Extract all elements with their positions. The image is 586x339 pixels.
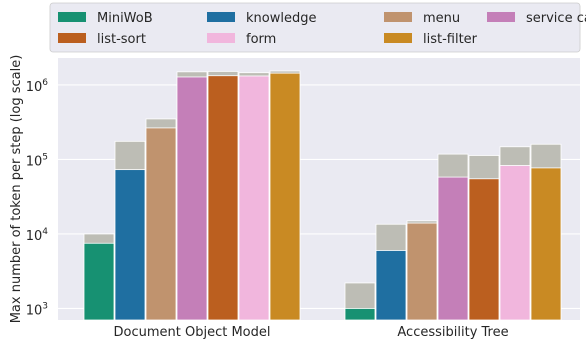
legend-label: MiniWoB (97, 11, 153, 26)
bar-list-filter-1 (530, 167, 562, 321)
legend-label: form (246, 32, 276, 47)
bar-MiniWoB-0 (83, 242, 115, 321)
x-axis-ticks: Document Object Model Accessibility Tree (114, 325, 509, 339)
bars (83, 70, 562, 321)
legend-swatch-form (207, 33, 235, 43)
bar-service-catalog-0 (176, 76, 208, 321)
legend-label: list-sort (97, 32, 146, 47)
bar-knowledge-0 (114, 169, 146, 321)
bar-service-catalog-1 (437, 176, 469, 321)
bar-list-sort-1 (468, 178, 500, 321)
bar-list-sort-0 (207, 75, 239, 321)
legend-swatch-MiniWoB (58, 12, 86, 22)
bar-form-0 (238, 75, 270, 321)
y-axis-label: Max number of token per step (log scale) (9, 55, 24, 324)
bar-MiniWoB-1 (344, 308, 376, 321)
y-tick-label: 103 (26, 301, 48, 318)
legend-swatch-list-sort (58, 33, 86, 43)
y-tick-exponent: 4 (42, 227, 48, 237)
legend-label: list-filter (423, 32, 478, 47)
bar-menu-0 (145, 127, 177, 321)
bar-form-1 (499, 165, 531, 321)
legend-label: menu (423, 11, 460, 26)
y-tick-label: 106 (26, 78, 49, 95)
bar-list-filter-0 (269, 72, 301, 321)
legend-box (49, 2, 581, 53)
legend-label: knowledge (246, 11, 316, 26)
legend-swatch-service-catalog (487, 12, 515, 22)
bar-menu-1 (406, 222, 438, 321)
x-tick-label: Accessibility Tree (397, 325, 508, 339)
y-tick-exponent: 5 (42, 152, 48, 162)
legend-swatch-list-filter (384, 33, 412, 43)
legend-swatch-knowledge (207, 12, 235, 22)
y-tick-label: 105 (26, 152, 48, 169)
y-tick-base: 10 (26, 80, 43, 95)
y-tick-base: 10 (26, 229, 43, 244)
y-tick-exponent: 6 (42, 78, 48, 88)
y-tick-exponent: 3 (42, 301, 48, 311)
y-tick-label: 104 (26, 227, 49, 244)
legend-swatch-menu (384, 12, 412, 22)
bar-knowledge-1 (375, 250, 407, 321)
legend-label: service catalog (526, 11, 586, 26)
legend: MiniWoB knowledge menu service catalog list-… (49, 2, 586, 53)
x-tick-label: Document Object Model (114, 325, 271, 339)
y-tick-base: 10 (26, 303, 43, 318)
y-tick-base: 10 (26, 154, 43, 169)
